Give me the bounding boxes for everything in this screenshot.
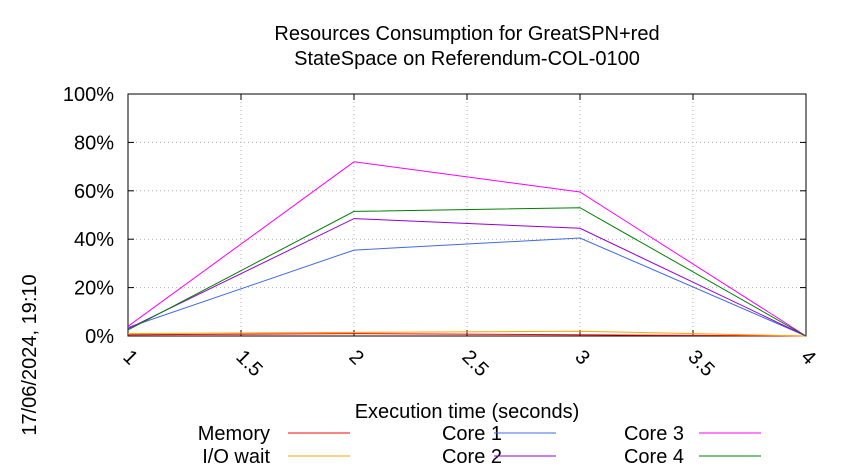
y-tick-label-0: 0%	[85, 326, 114, 348]
x-tick-label-0: 1	[118, 346, 141, 369]
legend-label-memory: Memory	[198, 423, 270, 445]
series-line-core-4	[127, 207, 807, 337]
series-line-memory	[127, 333, 807, 337]
legend-label-core-3: Core 3	[624, 423, 684, 445]
series-line-core-2	[127, 218, 807, 337]
x-tick-label-3: 2.5	[457, 346, 492, 381]
chart-title-line-2: StateSpace on Referendum-COL-0100	[294, 48, 640, 70]
x-tick-label-5: 3.5	[683, 346, 718, 381]
legend-label-core-2: Core 2	[442, 446, 502, 468]
series-line-i-o-wait	[127, 330, 807, 337]
y-tick-label-2: 40%	[74, 229, 114, 251]
y-tick-label-5: 100%	[63, 84, 114, 106]
grid	[127, 93, 807, 337]
x-tick-label-2: 2	[344, 346, 367, 369]
axes: 0% 20% 40% 60% 80% 100% 1 1.5 2 2.5 3 3.5 4	[63, 84, 820, 381]
legend-label-core-1: Core 1	[442, 423, 502, 445]
series-line-core-1	[127, 237, 807, 337]
series-lines	[127, 161, 807, 337]
x-tick-label-6: 4	[796, 346, 819, 369]
y-tick-label-1: 20%	[74, 278, 114, 300]
legend-label-core-4: Core 4	[624, 446, 684, 468]
x-tick-label-4: 3	[570, 346, 593, 369]
x-tick-label-1: 1.5	[231, 346, 266, 381]
x-axis-label: Execution time (seconds)	[355, 401, 580, 423]
chart-title-line-1: Resources Consumption for GreatSPN+red	[274, 23, 659, 45]
y-tick-label-4: 80%	[74, 132, 114, 154]
series-line-core-3	[127, 161, 807, 337]
legend-label-i-o-wait: I/O wait	[202, 446, 270, 468]
y-tick-label-3: 60%	[74, 181, 114, 203]
timestamp-label: 17/06/2024, 19:10	[19, 274, 41, 435]
